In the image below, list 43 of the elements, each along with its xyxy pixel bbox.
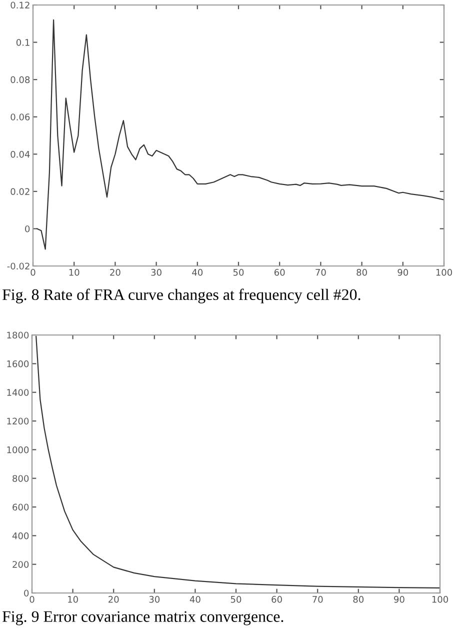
x-tick-label: 10	[69, 268, 80, 276]
y-tick-label: 0.12	[10, 2, 30, 9]
y-tick-label: 1800	[7, 332, 29, 339]
x-tick-label: 20	[108, 596, 119, 603]
y-tick-label: 200	[12, 561, 29, 568]
x-tick-label: 50	[233, 268, 244, 276]
x-tick-label: 70	[316, 268, 326, 276]
x-tick-label: 50	[230, 596, 242, 603]
x-tick-label: 40	[190, 596, 200, 603]
x-tick-label: 30	[149, 596, 160, 603]
x-tick-label: 70	[312, 596, 323, 603]
y-tick-label: 400	[12, 532, 29, 540]
x-tick-label: 80	[356, 268, 367, 276]
x-tick-label: 0	[30, 268, 36, 276]
x-tick-label: 60	[274, 268, 285, 276]
y-tick-label: 1200	[7, 418, 29, 425]
x-tick-label: 60	[272, 596, 282, 603]
y-tick-label: 0	[25, 225, 30, 232]
x-tick-label: 40	[192, 268, 203, 276]
caption: Fig. 8 Rate of FRA curve changes at frequency cell #20.	[2, 288, 360, 304]
y-tick-label: 0.02	[10, 188, 30, 195]
line-series	[36, 336, 440, 589]
y-tick-label: 800	[12, 475, 29, 482]
y-tick-label: 0.1	[16, 39, 30, 46]
y-tick-label: 0.04	[10, 150, 30, 158]
caption: Fig. 9 Error covariance matrix convergence.	[2, 611, 284, 626]
y-tick-label: 0	[24, 590, 29, 597]
x-tick-label: 90	[394, 596, 404, 603]
x-tick-label: 90	[398, 268, 408, 276]
line-series	[36, 19, 444, 250]
x-tick-label: 100	[432, 596, 448, 603]
y-tick-label: -0.02	[7, 262, 30, 270]
x-tick-label: 30	[151, 268, 162, 276]
y-tick-label: 600	[12, 504, 29, 511]
x-tick-label: 10	[68, 596, 78, 603]
y-tick-label: 0.08	[10, 76, 30, 84]
y-tick-label: 0.06	[10, 114, 30, 120]
x-tick-label: 100	[436, 268, 452, 276]
y-tick-label: 1600	[7, 360, 29, 368]
y-tick-label: 1400	[7, 389, 29, 396]
x-tick-label: 20	[110, 268, 120, 276]
x-tick-label: 80	[353, 596, 364, 603]
y-tick-label: 1000	[7, 446, 29, 454]
